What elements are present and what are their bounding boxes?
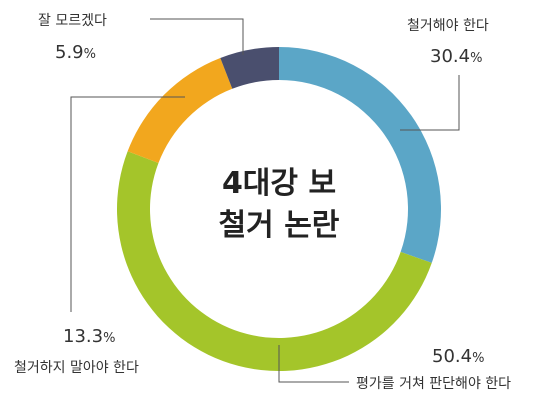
center-title-line-1: 4대강 보 bbox=[222, 166, 336, 201]
pct-unknown: 5.9% bbox=[55, 42, 96, 63]
leader-line-unknown bbox=[150, 18, 244, 55]
label-unknown: 잘 모르겠다 bbox=[38, 13, 107, 29]
label-keep: 철거하지 말아야 한다 bbox=[14, 360, 139, 376]
leader-line-keep bbox=[70, 96, 185, 312]
slice-unknown bbox=[220, 47, 279, 89]
donut-slices bbox=[117, 47, 442, 371]
slice-remove bbox=[279, 47, 442, 263]
pct-remove: 30.4% bbox=[430, 46, 482, 67]
pct-keep: 13.3% bbox=[63, 326, 115, 347]
label-evaluate: 평가를 거쳐 판단해야 한다 bbox=[356, 376, 511, 392]
slice-evaluate bbox=[117, 151, 432, 371]
leader-line-evaluate bbox=[278, 345, 349, 383]
label-remove: 철거해야 한다 bbox=[407, 18, 489, 34]
slice-keep bbox=[127, 58, 233, 164]
pct-evaluate: 50.4% bbox=[432, 346, 484, 367]
center-title-line-2: 철거 논란 bbox=[219, 208, 340, 243]
leader-line-remove bbox=[400, 75, 460, 131]
